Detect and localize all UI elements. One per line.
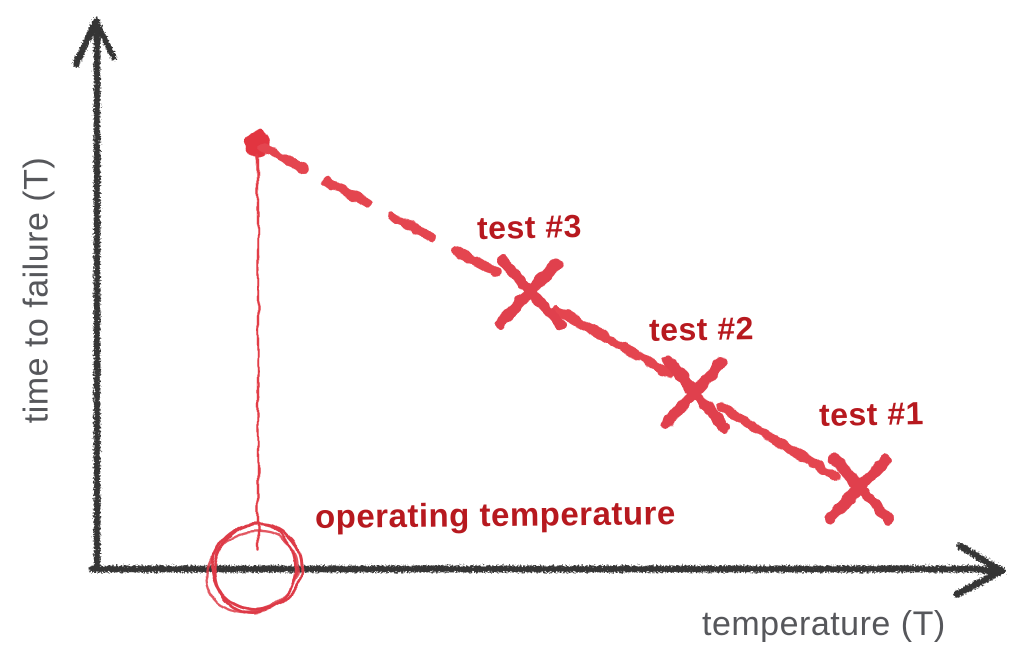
x-axis-arrowhead [953,542,1006,598]
point-label-test-3: test #3 [476,207,583,247]
x-axis-label: temperature (T) [702,605,946,643]
x-axis [88,542,1006,598]
extrapolation-dashed-line [258,142,512,283]
x-marker-test-3 [494,255,567,331]
operating-temperature-label: operating temperature [314,494,676,535]
x-marker-test-2 [659,355,731,434]
point-label-test-2: test #2 [648,310,755,348]
y-axis-arrowhead [72,17,117,68]
trend-line [552,305,841,482]
y-axis [72,17,117,572]
x-marker-test-1 [825,452,895,526]
point-label-test-1: test #1 [818,395,925,433]
y-axis-label: time to failure (T) [17,156,56,424]
operating-temperature-circle-scribble [205,522,304,616]
